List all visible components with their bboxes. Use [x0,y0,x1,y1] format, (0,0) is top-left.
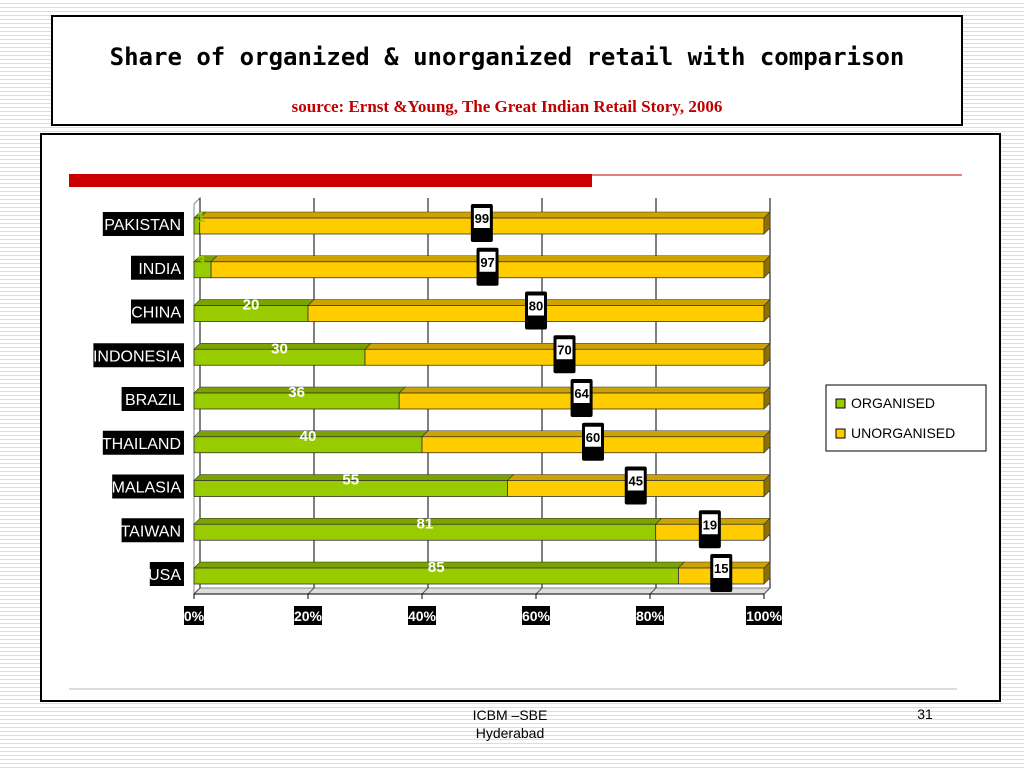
category-label: USA [148,567,181,584]
footer-line-2: Hyderabad [475,725,545,741]
category-label: CHINA [131,305,181,322]
chart-floor [192,587,772,595]
x-tick-label-bg [294,606,322,625]
data-label-unorganised: 70 [557,342,571,357]
data-label-box-inner [627,470,644,491]
legend-box [825,384,987,452]
category-label: PAKISTAN [104,217,181,234]
x-tick-label: 40% [408,608,437,624]
data-label-organised: 3 [197,253,205,270]
x-tick-label-bg [522,606,550,625]
slide-title: Share of organized & unorganized retail … [109,43,905,71]
data-label-unorganised: 19 [703,517,717,532]
gridline-foot [649,587,657,595]
category-label: MALASIA [112,480,182,497]
data-label-unorganised: 80 [529,299,543,314]
chart-svg: 0% 20% 40% 60% 80% 100% PAKISTAN 1 99 INDIA 3 97 CH… [69,174,987,690]
category-label-bg [149,562,184,586]
bar-end-cap [763,342,771,366]
data-label-box-inner [528,295,544,316]
category-label: TAIWAN [121,523,181,540]
bar-end-cap [763,298,771,323]
data-label-unorganised: 97 [480,255,494,270]
gridline-foot [193,587,201,595]
data-label-unorganised: 45 [629,474,643,489]
x-tick-label-bg [746,606,782,625]
legend-label: ORGANISED [851,395,935,411]
category-label: INDIA [138,261,181,278]
data-label-organised: 36 [288,384,305,401]
bar-end-cap [763,211,771,235]
data-label-box-inner [479,251,496,272]
title-box: Share of organized & unorganized retail … [51,15,963,126]
chart-frame: 0% 20% 40% 60% 80% 100% PAKISTAN 1 99 INDIA 3 97 CH… [40,133,1001,702]
data-label-organised: 85 [428,559,445,576]
x-tick-label: 20% [294,608,323,624]
x-tick-label: 0% [184,608,205,624]
bar-end-cap [763,517,771,541]
data-label-box-inner [556,339,573,360]
x-tick-label: 60% [522,608,551,624]
data-label-box-inner [713,558,730,578]
footer-org: ICBM –SBE Hyderabad [440,706,580,742]
category-label-bg [112,474,184,499]
gridline-foot [307,587,315,595]
page-number: 31 [917,706,933,722]
bar-end-cap [763,386,771,410]
data-label-box-inner [573,383,590,403]
footer-line-1: ICBM –SBE [472,707,548,723]
accent-bar [69,174,592,187]
data-label-organised: 1 [197,209,205,226]
data-label-organised: 40 [300,428,317,445]
x-tick-label: 100% [746,608,782,624]
data-label-box-inner [473,208,490,228]
gridline-foot [763,587,771,595]
category-label-bg [102,212,184,236]
data-label-box-inner [701,514,718,535]
gridline-foot [535,587,543,595]
legend-label: UNORGANISED [851,425,955,441]
data-label-unorganised: 15 [714,561,728,576]
data-label-unorganised: 99 [475,211,489,226]
bar-end-cap [763,430,771,454]
data-label-organised: 30 [271,340,288,357]
category-label: INDONESIA [93,348,181,365]
data-label-box-inner [585,426,601,447]
category-label-bg [93,343,184,368]
x-tick-label: 80% [636,608,665,624]
category-label: BRAZIL [125,392,181,409]
bar-end-cap [763,255,771,279]
x-tick-label-bg [184,606,204,625]
x-tick-label-bg [408,606,436,625]
data-label-organised: 20 [243,297,260,314]
x-tick-label-bg [636,606,664,625]
data-label-unorganised: 60 [586,430,600,445]
bar-end-cap [763,561,771,585]
legend-swatch [835,428,846,439]
data-label-unorganised: 64 [574,386,589,401]
bar-end-cap [763,473,771,498]
data-label-organised: 55 [342,472,359,489]
gridline-foot [421,587,429,595]
data-label-organised: 81 [417,515,434,532]
legend-swatch [835,398,846,409]
category-label-bg [121,518,184,543]
category-label-bg [131,299,184,324]
category-label-bg [102,430,184,455]
slide-source: source: Ernst &Young, The Great Indian R… [291,97,723,116]
category-label-bg [131,255,184,280]
category-label: THAILAND [102,436,181,453]
category-label-bg [121,387,184,411]
